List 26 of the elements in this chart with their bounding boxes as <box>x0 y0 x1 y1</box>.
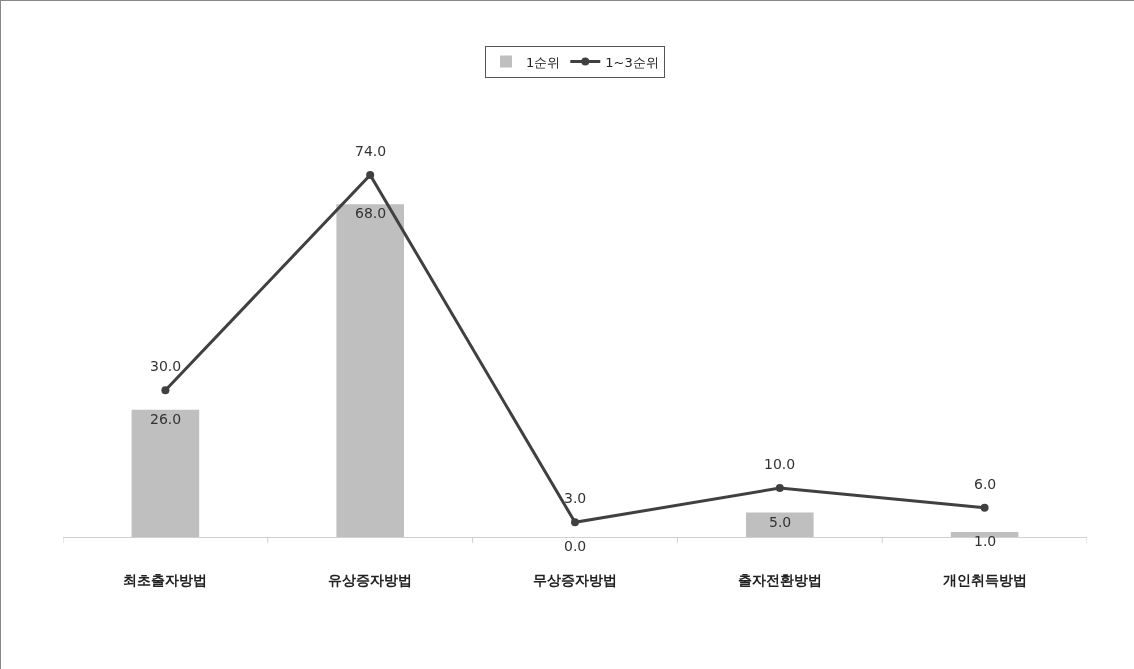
data-label: 68.0 <box>355 205 387 221</box>
data-label: 0.0 <box>564 538 587 554</box>
data-label: 26.0 <box>150 411 182 427</box>
bar <box>950 532 1019 537</box>
data-label: 10.0 <box>764 456 796 472</box>
point <box>571 518 579 527</box>
point <box>775 484 784 493</box>
legend-label: 1~3순위 <box>605 54 659 70</box>
data-label: 6.0 <box>974 476 997 492</box>
x-tick-label: 최초출자방법 <box>123 571 208 588</box>
data-label: 3.0 <box>564 490 587 506</box>
x-tick-label: 출자전환방법 <box>737 571 822 588</box>
data-label: 74.0 <box>355 143 387 159</box>
point <box>161 386 170 395</box>
x-tick-label: 유상증자방법 <box>328 571 413 588</box>
x-tick-label: 무상증자방법 <box>533 571 617 588</box>
x-tick-label: 개인취득방법 <box>942 571 1027 588</box>
point <box>366 171 375 179</box>
data-label: 5.0 <box>769 514 792 530</box>
data-label: 30.0 <box>150 358 182 374</box>
bar <box>746 512 814 537</box>
data-label: 1.0 <box>974 533 997 549</box>
point <box>980 503 989 512</box>
bar <box>336 204 404 537</box>
bar <box>131 409 200 537</box>
legend-label: 1순위 <box>526 54 561 70</box>
